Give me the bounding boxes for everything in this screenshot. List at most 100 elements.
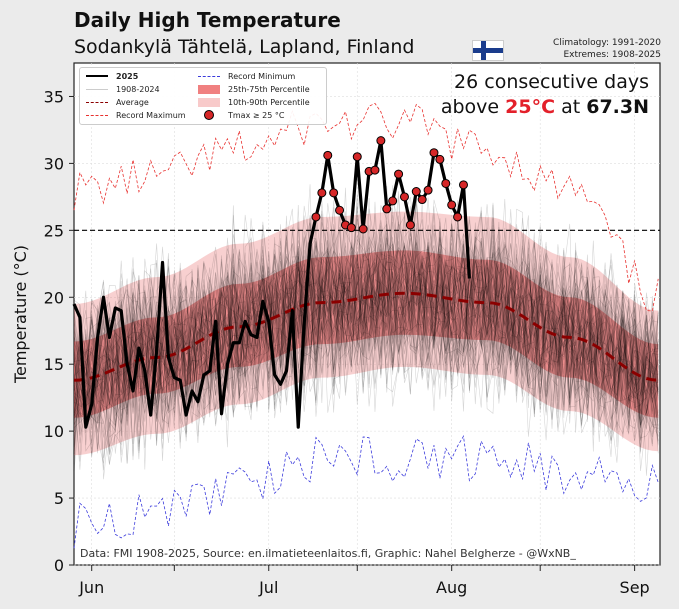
historical-year-line	[73, 231, 659, 454]
y-tick-label: 15	[44, 355, 64, 374]
legend-record-max: Record Maximum	[86, 109, 186, 121]
historical-year-line	[73, 217, 659, 448]
finland-flag-icon	[472, 40, 504, 61]
hot-day-marker	[441, 178, 451, 188]
annotation-latitude: 67.3N	[586, 96, 649, 118]
hot-day-marker	[311, 212, 321, 222]
historical-year-line	[73, 224, 659, 422]
y-tick-label: 0	[54, 556, 64, 575]
historical-year-line	[73, 205, 659, 437]
historical-year-line	[73, 203, 659, 465]
hot-day-marker	[399, 192, 409, 202]
legend-p2575: 25th-75th Percentile	[198, 83, 310, 95]
record-max-line	[73, 102, 659, 312]
climatology-period: Climatology: 1991-2020	[553, 38, 661, 48]
y-tick-label: 10	[44, 422, 64, 441]
historical-year-line	[73, 202, 659, 465]
legend-p1090: 10th-90th Percentile	[198, 96, 310, 108]
historical-year-line	[73, 222, 659, 434]
historical-year-line	[73, 199, 659, 454]
historical-year-line	[73, 191, 659, 442]
annotation-threshold: 25°C	[505, 96, 556, 118]
legend-hist: 1908-2024	[86, 83, 160, 95]
hot-day-marker	[411, 187, 421, 197]
hot-day-marker	[329, 188, 339, 198]
historical-year-line	[73, 210, 659, 455]
hot-day-marker	[453, 212, 463, 222]
historical-year-line	[73, 198, 659, 436]
historical-year-line	[73, 200, 659, 462]
hot-day-marker	[458, 180, 468, 190]
historical-year-line	[73, 204, 659, 423]
historical-year-line	[73, 224, 659, 436]
hot-day-marker	[358, 224, 368, 234]
historical-year-line	[73, 218, 659, 438]
hot-day-marker	[417, 195, 427, 205]
hot-day-marker	[346, 223, 356, 233]
historical-year-line	[73, 193, 659, 435]
extremes-period: Extremes: 1908-2025	[563, 50, 661, 60]
legend-record-min: Record Minimum	[198, 70, 295, 82]
legend-2025: 2025	[86, 70, 138, 82]
y-tick-label: 20	[44, 288, 64, 307]
hot-day-marker	[352, 152, 362, 162]
x-tick-label: Jul	[258, 578, 278, 597]
historical-year-line	[73, 214, 659, 426]
historical-year-line	[73, 242, 659, 433]
x-tick-label: Sep	[620, 578, 650, 597]
historical-year-line	[73, 198, 659, 447]
record-min-line	[73, 435, 659, 549]
hot-day-marker	[394, 169, 404, 179]
hot-day-marker	[370, 165, 380, 175]
hot-day-marker	[405, 220, 415, 230]
y-tick-label: 5	[54, 489, 64, 508]
y-tick-label: 30	[44, 154, 64, 173]
historical-year-line	[73, 208, 659, 454]
y-axis-label: Temperature (°C)	[11, 245, 30, 384]
band-25-75	[74, 250, 659, 418]
hot-day-marker	[335, 205, 345, 215]
plot-background	[73, 62, 661, 566]
historical-year-line	[73, 205, 659, 470]
historical-year-line	[73, 213, 659, 457]
x-tick-label: Jun	[78, 578, 104, 597]
historical-year-line	[73, 250, 659, 460]
historical-year-line	[73, 212, 659, 463]
y-tick-label: 25	[44, 221, 64, 240]
historical-year-line	[73, 215, 659, 452]
historical-year-line	[73, 237, 659, 476]
historical-year-line	[73, 221, 659, 423]
hot-day-marker	[388, 196, 398, 206]
hot-day-marker	[376, 136, 386, 146]
x-tick-label: Aug	[436, 578, 467, 597]
historical-year-line	[73, 222, 659, 455]
hot-day-marker	[317, 188, 327, 198]
chart-subtitle: Sodankylä Tähtelä, Lapland, Finland	[74, 36, 415, 58]
historical-year-line	[73, 236, 659, 441]
annotation-pre: above	[440, 96, 506, 118]
historical-year-line	[73, 201, 659, 445]
historical-year-line	[73, 219, 659, 446]
y-tick-label: 35	[44, 87, 64, 106]
annotation-line1: 26 consecutive days	[454, 71, 649, 93]
streak-annotation: 26 consecutive days above 25°C at 67.3N	[441, 70, 649, 120]
historical-year-line	[73, 185, 659, 464]
historical-year-line	[73, 232, 659, 433]
historical-year-line	[73, 214, 659, 458]
hot-day-marker	[323, 150, 333, 160]
average-line	[73, 291, 659, 382]
historical-year-line	[73, 223, 659, 454]
historical-year-line	[73, 215, 659, 436]
historical-year-line	[73, 208, 659, 454]
legend-average: Average	[86, 96, 149, 108]
historical-year-line	[73, 185, 659, 425]
hot-day-marker	[435, 154, 445, 164]
historical-year-line	[73, 217, 659, 464]
historical-year-line	[73, 208, 659, 440]
chart-title: Daily High Temperature	[74, 8, 341, 32]
historical-year-line	[73, 184, 659, 465]
source-footer: Data: FMI 1908-2025, Source: en.ilmatiet…	[80, 547, 576, 560]
historical-year-line	[73, 206, 659, 472]
